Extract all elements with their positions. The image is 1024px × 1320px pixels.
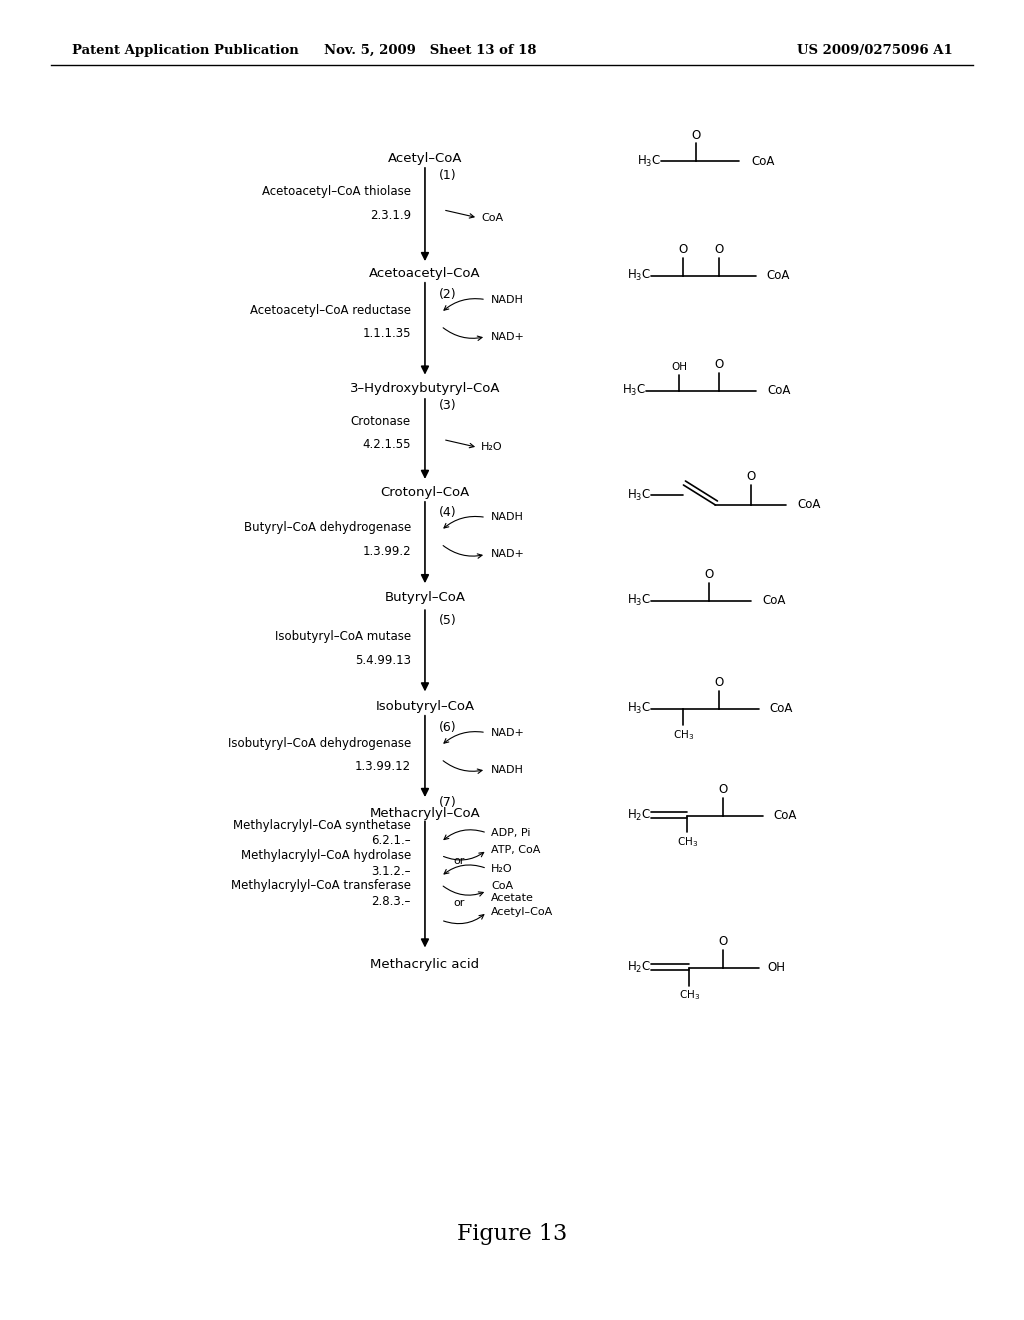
- Text: Crotonyl–CoA: Crotonyl–CoA: [380, 486, 470, 499]
- Text: (3): (3): [439, 399, 457, 412]
- Text: H$_3$C: H$_3$C: [628, 701, 651, 717]
- Text: Methacrylic acid: Methacrylic acid: [371, 958, 479, 972]
- Text: NAD+: NAD+: [490, 727, 525, 738]
- Text: 1.3.99.12: 1.3.99.12: [355, 760, 411, 774]
- Text: O: O: [746, 470, 756, 483]
- Text: Acetyl–CoA: Acetyl–CoA: [388, 152, 462, 165]
- Text: O: O: [715, 358, 724, 371]
- Text: Methylacrylyl–CoA synthetase: Methylacrylyl–CoA synthetase: [233, 818, 411, 832]
- Text: Methylacrylyl–CoA transferase: Methylacrylyl–CoA transferase: [231, 879, 411, 892]
- Text: NADH: NADH: [490, 512, 524, 523]
- Text: CH$_3$: CH$_3$: [679, 989, 700, 1002]
- Text: Nov. 5, 2009   Sheet 13 of 18: Nov. 5, 2009 Sheet 13 of 18: [324, 44, 537, 57]
- Text: O: O: [715, 676, 724, 689]
- Text: 5.4.99.13: 5.4.99.13: [355, 653, 411, 667]
- Text: NAD+: NAD+: [490, 549, 525, 560]
- Text: (7): (7): [439, 796, 457, 809]
- Text: CoA: CoA: [769, 702, 793, 715]
- Text: O: O: [719, 935, 728, 948]
- Text: NAD+: NAD+: [490, 331, 525, 342]
- Text: or: or: [453, 898, 464, 908]
- Text: Isobutyryl–CoA: Isobutyryl–CoA: [376, 700, 474, 713]
- Text: 2.3.1.9: 2.3.1.9: [370, 209, 411, 222]
- Text: Acetate: Acetate: [490, 892, 534, 903]
- Text: Isobutyryl–CoA dehydrogenase: Isobutyryl–CoA dehydrogenase: [227, 737, 411, 750]
- Text: H₂O: H₂O: [490, 863, 513, 874]
- Text: H$_2$C: H$_2$C: [628, 808, 651, 824]
- Text: O: O: [715, 243, 724, 256]
- Text: O: O: [679, 243, 688, 256]
- Text: Butyryl–CoA dehydrogenase: Butyryl–CoA dehydrogenase: [244, 521, 411, 535]
- Text: Acetoacetyl–CoA reductase: Acetoacetyl–CoA reductase: [250, 304, 411, 317]
- Text: OH: OH: [767, 961, 785, 974]
- Text: H$_2$C: H$_2$C: [628, 960, 651, 975]
- Text: CH$_3$: CH$_3$: [673, 727, 694, 742]
- Text: 6.2.1.–: 6.2.1.–: [372, 834, 411, 847]
- Text: 1.3.99.2: 1.3.99.2: [362, 545, 411, 558]
- Text: (4): (4): [439, 506, 457, 519]
- Text: Figure 13: Figure 13: [457, 1224, 567, 1245]
- Text: 4.2.1.55: 4.2.1.55: [362, 438, 411, 451]
- Text: CoA: CoA: [752, 154, 775, 168]
- Text: CH$_3$: CH$_3$: [677, 834, 698, 849]
- Text: CoA: CoA: [763, 594, 785, 607]
- Text: 3–Hydroxybutyryl–CoA: 3–Hydroxybutyryl–CoA: [350, 381, 500, 395]
- Text: US 2009/0275096 A1: US 2009/0275096 A1: [797, 44, 952, 57]
- Text: CoA: CoA: [766, 269, 790, 282]
- Text: ADP, Pi: ADP, Pi: [490, 828, 530, 838]
- Text: Acetoacetyl–CoA: Acetoacetyl–CoA: [369, 267, 481, 280]
- Text: O: O: [705, 568, 714, 581]
- Text: (6): (6): [439, 721, 457, 734]
- Text: Isobutyryl–CoA mutase: Isobutyryl–CoA mutase: [274, 630, 411, 643]
- Text: ATP, CoA: ATP, CoA: [490, 845, 541, 855]
- Text: OH: OH: [672, 362, 687, 372]
- Text: H$_3$C: H$_3$C: [623, 383, 646, 399]
- Text: H$_3$C: H$_3$C: [628, 487, 651, 503]
- Text: H$_3$C: H$_3$C: [628, 593, 651, 609]
- Text: Patent Application Publication: Patent Application Publication: [72, 44, 298, 57]
- Text: (5): (5): [439, 614, 457, 627]
- Text: 3.1.2.–: 3.1.2.–: [372, 865, 411, 878]
- Text: H$_3$C: H$_3$C: [637, 153, 662, 169]
- Text: Acetoacetyl–CoA thiolase: Acetoacetyl–CoA thiolase: [262, 185, 411, 198]
- Text: O: O: [719, 783, 728, 796]
- Text: (1): (1): [439, 169, 457, 182]
- Text: CoA: CoA: [773, 809, 797, 822]
- Text: NADH: NADH: [490, 294, 524, 305]
- Text: Acetyl–CoA: Acetyl–CoA: [490, 907, 553, 917]
- Text: Butyryl–CoA: Butyryl–CoA: [384, 591, 466, 605]
- Text: Methacrylyl–CoA: Methacrylyl–CoA: [370, 807, 480, 820]
- Text: O: O: [692, 128, 701, 141]
- Text: CoA: CoA: [798, 499, 821, 511]
- Text: Crotonase: Crotonase: [351, 414, 411, 428]
- Text: CoA: CoA: [490, 880, 513, 891]
- Text: 2.8.3.–: 2.8.3.–: [372, 895, 411, 908]
- Text: NADH: NADH: [490, 764, 524, 775]
- Text: H$_3$C: H$_3$C: [628, 268, 651, 284]
- Text: or: or: [453, 855, 464, 866]
- Text: (2): (2): [439, 288, 457, 301]
- Text: CoA: CoA: [767, 384, 791, 397]
- Text: Methylacrylyl–CoA hydrolase: Methylacrylyl–CoA hydrolase: [241, 849, 411, 862]
- Text: CoA: CoA: [481, 213, 503, 223]
- Text: 1.1.1.35: 1.1.1.35: [362, 327, 411, 341]
- Text: H₂O: H₂O: [481, 442, 503, 453]
